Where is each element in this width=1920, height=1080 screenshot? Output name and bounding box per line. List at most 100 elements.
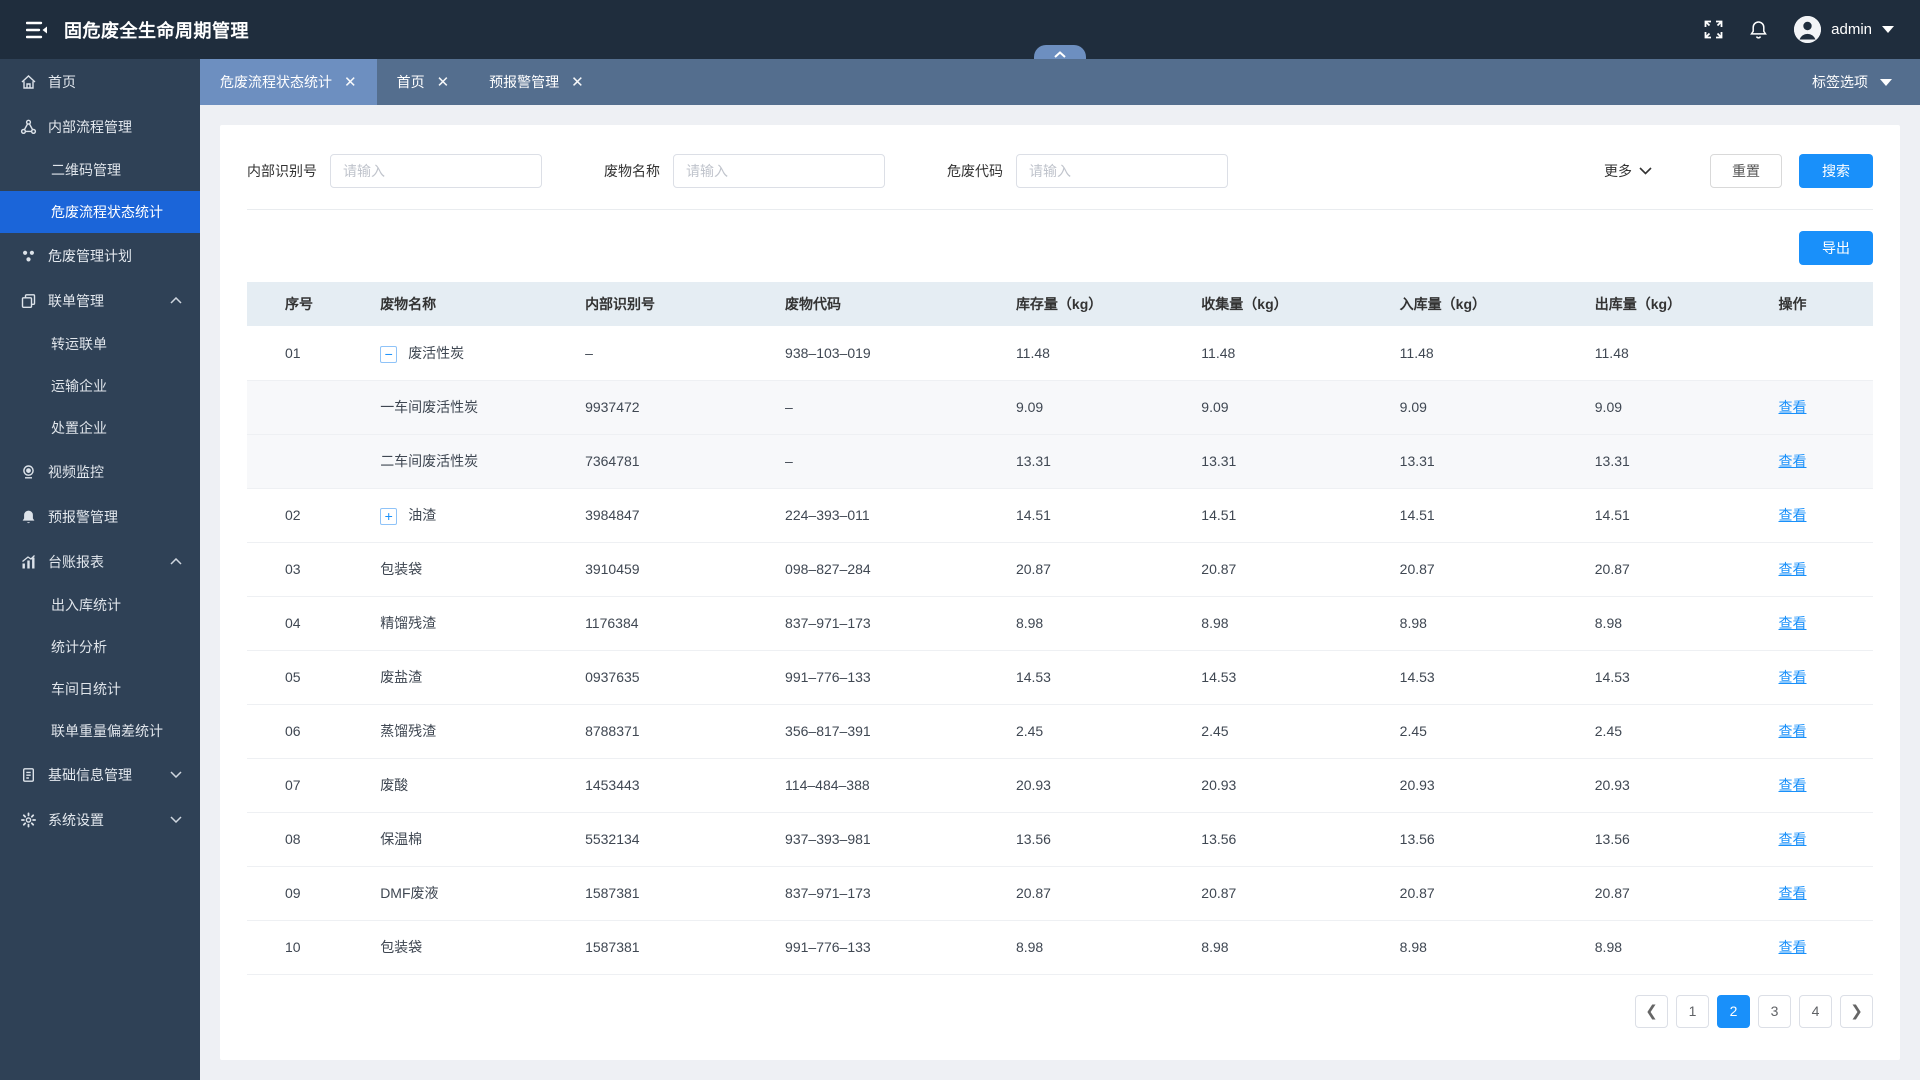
tab-alarm-management[interactable]: 预报警管理 ✕ [489, 74, 584, 91]
view-link[interactable]: 查看 [1778, 885, 1807, 901]
view-link[interactable]: 查看 [1778, 723, 1807, 739]
view-link[interactable]: 查看 [1778, 453, 1807, 469]
collapse-row-icon[interactable]: − [380, 345, 398, 363]
chevron-down-icon [170, 771, 182, 778]
table-row: 02 + 油渣 3984847 224–393–011 14.51 14.51 14.51 14… [247, 488, 1873, 543]
user-caret-icon [1882, 26, 1894, 33]
cell-inbound: 14.51 [1391, 488, 1587, 543]
sidebar-item-disposal-company[interactable]: 处置企业 [0, 407, 200, 449]
cell-waste-name: + 油渣 [372, 488, 578, 543]
cell-waste-name: DMF废液 [372, 866, 578, 921]
search-button[interactable]: 搜索 [1799, 154, 1873, 188]
sidebar-item-video-monitor[interactable]: 视频监控 [0, 449, 200, 494]
sidebar-item-home[interactable]: 首页 [0, 59, 200, 104]
fullscreen-icon[interactable] [1704, 20, 1723, 39]
sidebar-item-manifest-weight-deviation[interactable]: 联单重量偏差统计 [0, 710, 200, 752]
sidebar-item-label: 系统设置 [48, 811, 104, 828]
chevron-down-icon [1639, 167, 1652, 175]
sidebar-item-waste-plan[interactable]: 危废管理计划 [0, 233, 200, 278]
sidebar-item-label: 首页 [48, 73, 76, 90]
cell-collected: 14.51 [1193, 488, 1392, 543]
table-row: 05 废盐渣 0937635 991–776–133 14.53 14.53 14.53 14… [247, 650, 1873, 705]
prev-page-button[interactable]: ❮ [1635, 994, 1668, 1028]
waste-code-input[interactable] [1016, 154, 1228, 188]
sidebar-item-label: 联单重量偏差统计 [51, 723, 163, 739]
sidebar-item-label: 视频监控 [48, 463, 104, 480]
sidebar-item-alarm-management[interactable]: 预报警管理 [0, 494, 200, 539]
sidebar-item-system-settings[interactable]: 系统设置 [0, 797, 200, 842]
sidebar-item-inout-statistics[interactable]: 出入库统计 [0, 584, 200, 626]
sidebar-item-workshop-daily[interactable]: 车间日统计 [0, 668, 200, 710]
user-menu[interactable]: admin [1794, 16, 1894, 43]
tab-waste-flow-status[interactable]: 危废流程状态统计 ✕ [200, 59, 377, 105]
view-link[interactable]: 查看 [1778, 939, 1807, 955]
cell-inbound: 13.31 [1391, 434, 1587, 489]
sidebar-item-qrcode-management[interactable]: 二维码管理 [0, 149, 200, 191]
cell-outbound: 8.98 [1586, 596, 1771, 651]
table-row: 01− 废活性炭 –938–103–019 11.48 11.48 11.48 11.48 [247, 326, 1873, 381]
page-button-1[interactable]: 1 [1676, 994, 1709, 1028]
tab-options-dropdown[interactable]: 标签选项 [1812, 59, 1920, 105]
sidebar-item-transport-company[interactable]: 运输企业 [0, 365, 200, 407]
close-icon[interactable]: ✕ [436, 74, 450, 91]
view-link[interactable]: 查看 [1778, 507, 1807, 523]
waste-name-input[interactable] [673, 154, 885, 188]
view-link[interactable]: 查看 [1778, 777, 1807, 793]
close-icon[interactable]: ✕ [344, 74, 357, 91]
view-link[interactable]: 查看 [1778, 831, 1807, 847]
cell-stock: 13.56 [1007, 812, 1194, 867]
export-button[interactable]: 导出 [1799, 231, 1873, 265]
cell-waste-name: 废酸 [372, 758, 578, 813]
sidebar-item-manifest-management[interactable]: 联单管理 [0, 278, 200, 323]
cell-action: 查看 [1770, 380, 1873, 435]
view-link[interactable]: 查看 [1778, 399, 1807, 415]
cell-internal-id: 1176384 [577, 596, 778, 651]
more-filters-toggle[interactable]: 更多 [1604, 161, 1652, 181]
main-card: 内部识别号 废物名称 危废代码 更多 重置 [220, 125, 1900, 1060]
cell-inbound: 20.93 [1391, 758, 1587, 813]
page-button-4[interactable]: 4 [1799, 994, 1832, 1028]
collapse-header-button[interactable] [1034, 45, 1086, 59]
view-link[interactable]: 查看 [1778, 669, 1807, 685]
tab-home[interactable]: 首页 ✕ [396, 74, 450, 91]
cell-outbound: 13.56 [1586, 812, 1771, 867]
cell-action: 查看 [1770, 434, 1873, 489]
cell-outbound: 13.31 [1586, 434, 1771, 489]
cell-waste-name: 蒸馏残渣 [372, 704, 578, 759]
cell-collected: 20.93 [1193, 758, 1392, 813]
chevron-up-icon [170, 558, 182, 565]
video-icon [20, 464, 37, 480]
cell-waste-code: 098–827–284 [777, 542, 1008, 597]
internal-id-input[interactable] [330, 154, 542, 188]
cell-waste-code: 114–484–388 [777, 758, 1008, 813]
close-icon[interactable]: ✕ [571, 74, 584, 91]
sidebar-item-waste-flow-status[interactable]: 危废流程状态统计 [0, 191, 200, 233]
page-button-2[interactable]: 2 [1717, 994, 1750, 1028]
sidebar-item-transfer-manifest[interactable]: 转运联单 [0, 323, 200, 365]
expand-row-icon[interactable]: + [380, 507, 398, 525]
cell-collected: 9.09 [1193, 380, 1392, 435]
sidebar-item-statistic-analysis[interactable]: 统计分析 [0, 626, 200, 668]
sidebar-item-label: 统计分析 [51, 639, 107, 655]
cell-waste-code: 837–971–173 [777, 596, 1008, 651]
notification-bell-icon[interactable] [1749, 20, 1768, 40]
page-button-3[interactable]: 3 [1758, 994, 1791, 1028]
cell-inbound: 20.87 [1391, 542, 1587, 597]
cell-index: 07 [247, 758, 373, 813]
sidebar-item-label: 台账报表 [48, 553, 104, 570]
sidebar-item-internal-process[interactable]: 内部流程管理 [0, 104, 200, 149]
menu-fold-icon[interactable] [26, 21, 48, 39]
cell-index: 06 [247, 704, 373, 759]
cell-index: 02 [247, 488, 373, 543]
sidebar-item-basic-info[interactable]: 基础信息管理 [0, 752, 200, 797]
reset-button[interactable]: 重置 [1710, 154, 1782, 188]
sidebar-item-ledger-report[interactable]: 台账报表 [0, 539, 200, 584]
next-page-button[interactable]: ❯ [1840, 994, 1873, 1028]
cell-collected: 11.48 [1193, 326, 1392, 381]
cell-action: 查看 [1770, 866, 1873, 921]
view-link[interactable]: 查看 [1778, 561, 1807, 577]
view-link[interactable]: 查看 [1778, 615, 1807, 631]
table-row: 04 精馏残渣 1176384 837–971–173 8.98 8.98 8.98 8.98… [247, 596, 1873, 651]
manifest-icon [20, 293, 37, 309]
plan-icon [20, 248, 37, 264]
